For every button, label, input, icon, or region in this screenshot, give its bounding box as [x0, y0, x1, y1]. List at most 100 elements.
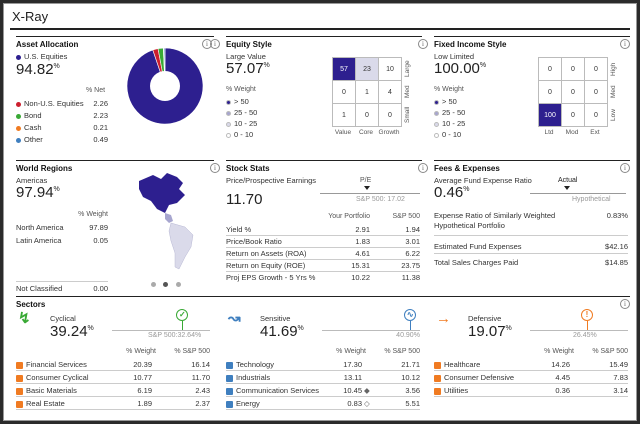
sector-item-label: Technology [236, 360, 274, 369]
equity-style-label: Large Value [226, 52, 266, 61]
divider [434, 370, 628, 371]
legend-label: 0 - 10 [442, 130, 462, 139]
pager-dot-icon[interactable] [151, 282, 156, 288]
sector-row[interactable]: Consumer Defensive [434, 373, 514, 382]
style-col-label: Ltd [544, 129, 554, 136]
divider [226, 370, 420, 371]
percent-sign: % [505, 325, 512, 332]
asset-label: Cash [24, 123, 42, 132]
sector-row[interactable]: Energy [226, 399, 260, 408]
sector-item-weight: 1.89 [137, 399, 152, 408]
sector-row[interactable]: Consumer Cyclical [16, 373, 89, 382]
sector-marker-icon[interactable]: ! [581, 309, 594, 321]
stock-row-sp500: 3.01 [405, 237, 420, 246]
divider [434, 235, 628, 236]
sector-row[interactable]: Healthcare [434, 360, 480, 369]
equity-weight-label: % Weight [226, 86, 256, 93]
sector-item-sp500: 16.14 [191, 360, 210, 369]
sector-item-sp500: 5.51 [405, 399, 420, 408]
style-box-cell[interactable]: 1 [356, 81, 378, 103]
style-box-cell[interactable]: 0 [356, 104, 378, 126]
style-box-cell[interactable]: 0 [562, 58, 584, 80]
info-icon[interactable]: i [620, 163, 630, 173]
region-row-value: 97.89 [89, 223, 108, 232]
style-box-cell[interactable]: 0 [585, 81, 607, 103]
pager-dot-icon[interactable] [163, 282, 169, 288]
sector-row[interactable]: Financial Services [16, 360, 87, 369]
style-box-cell[interactable]: 0 [585, 104, 607, 126]
sector-row[interactable]: Industrials [226, 373, 270, 382]
stock-row-portfolio: 4.61 [355, 249, 370, 258]
style-box-cell[interactable]: 0 [379, 104, 401, 126]
stock-stats-title: Stock Stats [226, 164, 270, 173]
style-box-cell[interactable]: 1 [333, 104, 355, 126]
style-box-cell[interactable]: 100 [539, 104, 561, 126]
divider [16, 281, 108, 282]
legend-dot-icon [434, 132, 439, 138]
sector-row[interactable]: Communication Services [226, 386, 319, 395]
style-box-cell[interactable]: 10 [379, 58, 401, 80]
sector-sp500-label: 26.45% [573, 332, 597, 339]
pe-sp500: S&P 500: 17.02 [356, 196, 405, 203]
sector-item-weight: 0.36 [555, 386, 570, 395]
info-icon[interactable]: i [620, 39, 630, 49]
info-icon[interactable]: i [210, 39, 220, 49]
style-row-label: High [610, 62, 617, 76]
style-box-cell[interactable]: 0 [585, 58, 607, 80]
sector-item-sp500: 10.12 [401, 373, 420, 382]
style-legend-item: > 50 [226, 97, 249, 106]
style-box-cell[interactable]: 57 [333, 58, 355, 80]
equity-style-value: 57.07% [226, 60, 270, 77]
americas-value: 97.94% [16, 184, 60, 201]
stock-stats-panel: Stock Stats i Price/Prospective Earnings… [210, 160, 422, 292]
sector-item-sp500: 11.70 [191, 373, 210, 382]
stock-row-label: Return on Equity (ROE) [226, 261, 306, 270]
sector-row[interactable]: Real Estate [16, 399, 65, 408]
asset-row-value: 0.49 [93, 135, 108, 144]
asset-row-label: Other [16, 135, 43, 144]
info-icon[interactable]: i [620, 299, 630, 309]
style-legend-item: > 50 [434, 97, 457, 106]
legend-label: > 50 [234, 97, 249, 106]
style-box-cell[interactable]: 0 [539, 81, 561, 103]
divider [16, 370, 210, 371]
weight-column-header: % Weight [126, 348, 156, 355]
sector-group-value: 19.07% [468, 323, 512, 340]
asset-donut-chart [126, 47, 204, 125]
pager-dot-icon[interactable] [175, 282, 181, 288]
stock-row-label: Price/Book Ratio [226, 237, 282, 246]
style-box-cell[interactable]: 0 [562, 81, 584, 103]
info-icon[interactable]: i [210, 163, 220, 173]
info-icon[interactable]: i [418, 163, 428, 173]
style-row-label: Low [610, 109, 617, 121]
sector-marker-icon[interactable]: ∿ [404, 309, 417, 321]
sector-row[interactable]: Basic Materials [16, 386, 77, 395]
style-row-label: Large [404, 60, 411, 78]
sector-group-defensive: → Defensive 19.07%! 26.45% % Weight % S&P 500… [434, 297, 630, 417]
sector-item-icon [16, 387, 23, 395]
style-box-cell[interactable]: 0 [562, 104, 584, 126]
map-pager[interactable] [151, 276, 184, 294]
legend-dot-icon [434, 110, 439, 116]
style-box-cell[interactable]: 23 [356, 58, 378, 80]
legend-dot-icon [16, 125, 21, 131]
asset-row-label: Bond [16, 111, 42, 120]
style-box-cell[interactable]: 4 [379, 81, 401, 103]
style-col-label: Value [334, 129, 352, 136]
style-row-label: Med [610, 85, 617, 99]
hypothetical-label: Hypothetical [572, 196, 611, 203]
region-row-label: North America [16, 223, 64, 232]
style-box-cell[interactable]: 0 [333, 81, 355, 103]
info-icon[interactable]: i [418, 39, 428, 49]
legend-dot-icon [16, 54, 21, 60]
sector-row[interactable]: Technology [226, 360, 274, 369]
sector-marker-icon[interactable]: ✓ [176, 309, 189, 321]
style-col-label: Mod [565, 129, 579, 136]
sector-item-weight: 4.45 [555, 373, 570, 382]
xray-window: X-Ray Asset Allocation i U.S. Equities 9… [3, 3, 637, 421]
sector-group-value: 41.69% [260, 323, 304, 340]
style-box-cell[interactable]: 0 [539, 58, 561, 80]
divider [226, 396, 420, 397]
americas-label: Americas [16, 176, 48, 185]
sector-row[interactable]: Utilities [434, 386, 468, 395]
